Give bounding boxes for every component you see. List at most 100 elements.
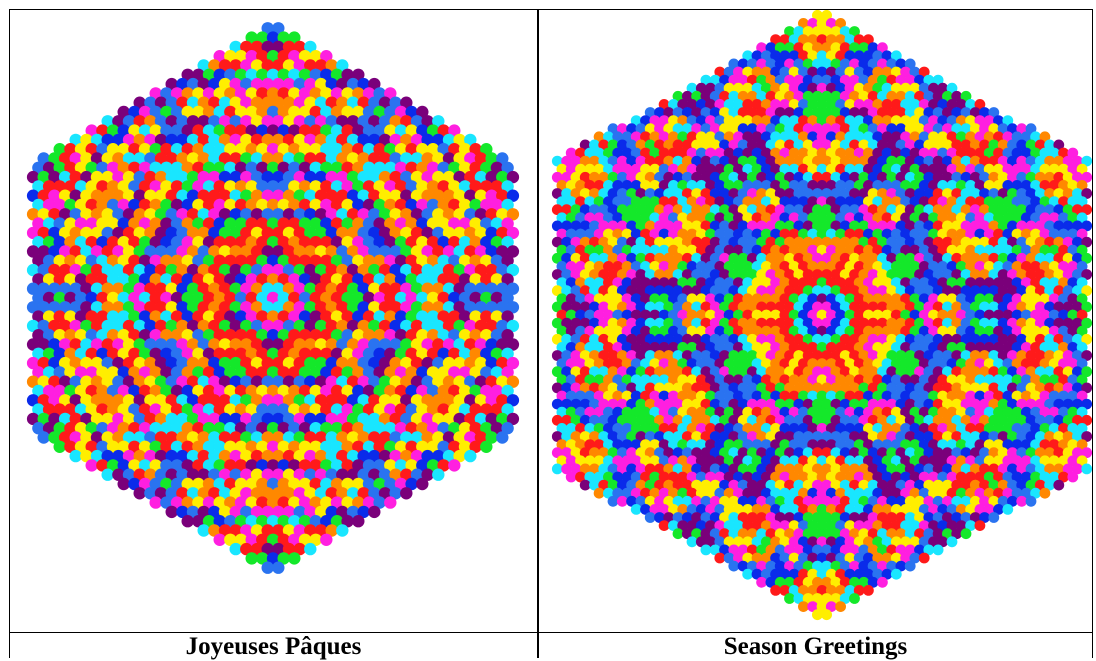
bead bbox=[1072, 463, 1083, 475]
bead bbox=[612, 325, 624, 337]
bead bbox=[170, 329, 184, 342]
bead bbox=[64, 143, 77, 156]
bead bbox=[821, 431, 832, 442]
bead bbox=[593, 261, 605, 272]
bead bbox=[742, 244, 754, 256]
bead bbox=[561, 431, 572, 442]
bead bbox=[914, 301, 925, 313]
bead bbox=[133, 375, 146, 388]
bead bbox=[681, 350, 693, 361]
bead bbox=[640, 504, 651, 515]
bead bbox=[144, 394, 157, 407]
bead bbox=[844, 504, 856, 515]
bead bbox=[506, 338, 520, 351]
bead bbox=[448, 217, 461, 230]
bead bbox=[245, 422, 258, 435]
bead bbox=[668, 99, 679, 110]
bead bbox=[579, 382, 591, 394]
bead bbox=[793, 495, 805, 507]
bead bbox=[432, 226, 445, 240]
bead bbox=[394, 459, 408, 472]
bead bbox=[983, 406, 995, 418]
bead bbox=[432, 115, 445, 128]
bead bbox=[816, 325, 828, 337]
bead bbox=[886, 463, 898, 475]
bead bbox=[277, 105, 290, 119]
bead bbox=[453, 301, 466, 314]
bead bbox=[314, 59, 328, 72]
bead bbox=[485, 319, 498, 333]
bead bbox=[1076, 212, 1088, 224]
bead bbox=[737, 139, 749, 151]
bead bbox=[250, 468, 264, 481]
bead bbox=[85, 143, 98, 156]
bead bbox=[53, 422, 66, 435]
bead bbox=[181, 422, 194, 435]
bead bbox=[1058, 180, 1069, 191]
bead bbox=[677, 504, 689, 515]
bead bbox=[709, 90, 721, 102]
bead bbox=[1076, 228, 1088, 240]
bead bbox=[1002, 358, 1014, 369]
bead bbox=[298, 236, 312, 249]
bead bbox=[32, 217, 45, 230]
bead bbox=[458, 180, 472, 193]
bead bbox=[695, 196, 707, 208]
bead bbox=[1039, 390, 1051, 402]
bead bbox=[26, 319, 40, 333]
bead bbox=[314, 96, 328, 109]
bead bbox=[630, 374, 642, 386]
bead bbox=[208, 96, 221, 109]
bead bbox=[341, 347, 354, 360]
bead bbox=[742, 342, 754, 353]
bead bbox=[904, 463, 916, 475]
bead bbox=[779, 196, 791, 208]
bead bbox=[733, 66, 744, 78]
bead bbox=[807, 358, 819, 369]
bead bbox=[784, 90, 795, 102]
bead bbox=[1044, 350, 1055, 361]
bead bbox=[1053, 204, 1065, 216]
bead bbox=[733, 131, 744, 143]
bead bbox=[965, 471, 976, 483]
bead bbox=[742, 147, 754, 159]
bead bbox=[788, 212, 800, 224]
bead bbox=[663, 252, 675, 264]
bead bbox=[867, 171, 879, 183]
bead bbox=[728, 333, 740, 345]
bead bbox=[197, 59, 210, 72]
bead bbox=[432, 375, 445, 388]
bead bbox=[858, 350, 870, 361]
bead bbox=[272, 59, 285, 72]
bead bbox=[760, 406, 772, 418]
bead bbox=[969, 479, 981, 491]
bead bbox=[1016, 171, 1028, 183]
bead bbox=[309, 459, 322, 472]
bead bbox=[677, 293, 689, 305]
bead bbox=[74, 384, 88, 398]
bead bbox=[384, 87, 397, 100]
bead bbox=[389, 431, 402, 444]
bead bbox=[988, 123, 1000, 135]
bead bbox=[969, 252, 981, 264]
bead bbox=[551, 398, 563, 410]
bead bbox=[979, 382, 990, 394]
bead bbox=[1076, 309, 1088, 321]
bead bbox=[240, 40, 253, 54]
bead bbox=[951, 414, 963, 426]
bead bbox=[798, 455, 809, 467]
bead bbox=[336, 487, 349, 500]
bead bbox=[437, 180, 450, 193]
bead bbox=[58, 375, 72, 388]
bead bbox=[756, 42, 767, 54]
bead bbox=[357, 468, 370, 481]
bead bbox=[202, 477, 216, 491]
bead bbox=[923, 252, 935, 264]
bead bbox=[1025, 220, 1037, 232]
bead bbox=[737, 58, 749, 70]
bead bbox=[1007, 204, 1018, 216]
bead bbox=[266, 31, 280, 44]
bead bbox=[282, 468, 296, 481]
bead bbox=[844, 277, 856, 288]
bead bbox=[644, 220, 656, 232]
